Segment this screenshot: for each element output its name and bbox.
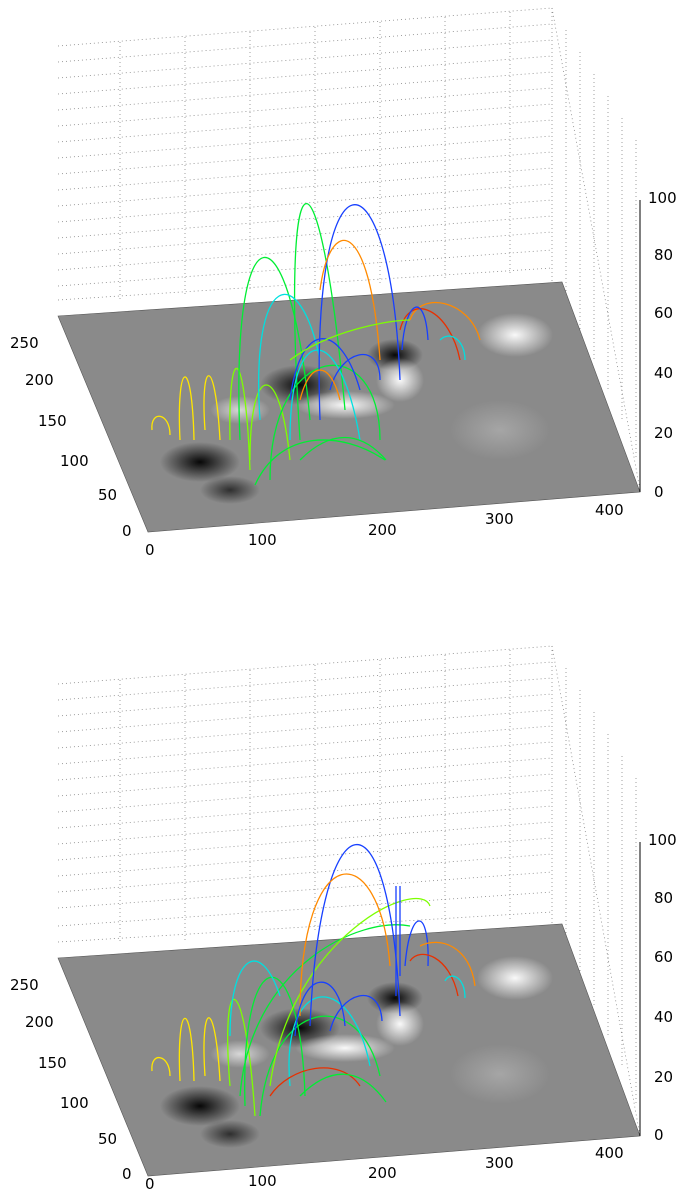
y-tick-150: 150: [38, 412, 67, 430]
y-axis-ticks: 0 50 100 150 200 250: [10, 334, 132, 540]
z-tick-40: 40: [654, 1008, 673, 1026]
z-tick-20: 20: [654, 424, 673, 442]
x-tick-400: 400: [595, 501, 624, 519]
x-tick-0: 0: [145, 1175, 155, 1193]
field-lines: [151, 203, 481, 486]
z-tick-80: 80: [654, 889, 673, 907]
magnetogram-surface: [57, 281, 641, 533]
back-wall-grid: [57, 7, 641, 491]
magnetogram-surface: [57, 923, 641, 1177]
field-lines: [151, 844, 476, 1117]
plot-panel-top: 0 100 200 300 400 0 50 100 150 200 250 0…: [0, 0, 698, 560]
z-axis-ticks: 0 20 40 60 80 100: [648, 831, 677, 1144]
y-tick-150: 150: [38, 1054, 67, 1072]
z-axis-ticks: 0 20 40 60 80 100: [648, 189, 677, 501]
z-tick-20: 20: [654, 1068, 673, 1086]
x-tick-300: 300: [485, 1154, 514, 1172]
y-tick-50: 50: [98, 1130, 117, 1148]
z-tick-80: 80: [654, 246, 673, 264]
x-axis-ticks: 0 100 200 300 400: [145, 1144, 624, 1193]
y-tick-250: 250: [10, 334, 39, 352]
y-tick-0: 0: [122, 1165, 132, 1183]
x-tick-100: 100: [248, 531, 277, 549]
z-tick-100: 100: [648, 189, 677, 207]
z-tick-60: 60: [654, 948, 673, 966]
y-tick-200: 200: [25, 371, 54, 389]
y-tick-50: 50: [98, 486, 117, 504]
y-tick-100: 100: [60, 1094, 89, 1112]
z-tick-60: 60: [654, 304, 673, 322]
x-tick-300: 300: [485, 510, 514, 528]
y-tick-200: 200: [25, 1013, 54, 1031]
x-tick-200: 200: [368, 521, 397, 539]
z-tick-0: 0: [654, 483, 664, 501]
plot-panel-bottom: 0 100 200 300 400 0 50 100 150 200 250 0…: [0, 636, 698, 1196]
plot-svg-top: 0 100 200 300 400 0 50 100 150 200 250 0…: [10, 7, 677, 559]
plot-svg-bottom: 0 100 200 300 400 0 50 100 150 200 250 0…: [10, 645, 677, 1193]
z-tick-40: 40: [654, 364, 673, 382]
back-wall-grid: [57, 645, 641, 1137]
x-tick-0: 0: [145, 541, 155, 559]
y-tick-0: 0: [122, 522, 132, 540]
y-tick-250: 250: [10, 976, 39, 994]
z-tick-100: 100: [648, 831, 677, 849]
x-axis-ticks: 0 100 200 300 400: [145, 501, 624, 559]
x-tick-100: 100: [248, 1172, 277, 1190]
y-tick-100: 100: [60, 452, 89, 470]
x-tick-200: 200: [368, 1164, 397, 1182]
y-axis-ticks: 0 50 100 150 200 250: [10, 976, 132, 1183]
x-tick-400: 400: [595, 1144, 624, 1162]
z-tick-0: 0: [654, 1126, 664, 1144]
